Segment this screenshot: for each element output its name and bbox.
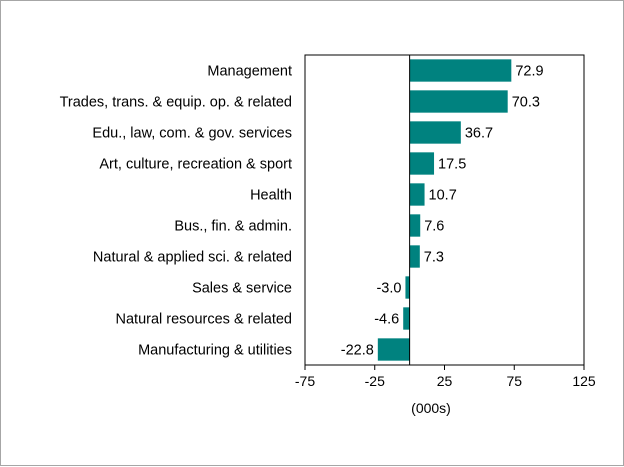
bar-management bbox=[409, 59, 512, 82]
category-label: Trades, trans. & equip. op. & related bbox=[60, 95, 292, 111]
x-axis-title: (000s) bbox=[411, 400, 451, 416]
bar-natural-applied-sci-related bbox=[409, 245, 420, 268]
bar-health bbox=[409, 183, 425, 206]
category-label: Natural resources & related bbox=[116, 312, 293, 328]
category-label: Natural & applied sci. & related bbox=[93, 250, 292, 266]
x-tick-label: 75 bbox=[506, 373, 522, 389]
x-tick-label: -75 bbox=[295, 373, 315, 389]
bar-trades-trans-equip-op-related bbox=[409, 90, 508, 113]
x-tick-label: 125 bbox=[572, 373, 596, 389]
data-label: 36.7 bbox=[465, 126, 493, 142]
data-label: 70.3 bbox=[512, 95, 540, 111]
x-tick-label: 25 bbox=[437, 373, 453, 389]
category-label: Manufacturing & utilities bbox=[138, 343, 292, 359]
data-label: -4.6 bbox=[374, 312, 399, 328]
data-label: 72.9 bbox=[515, 64, 543, 80]
bar-edu-law-com-gov-services bbox=[409, 121, 461, 144]
x-tick-label: -25 bbox=[365, 373, 385, 389]
data-label: 7.6 bbox=[424, 219, 444, 235]
bar-natural-resources-related bbox=[403, 307, 410, 330]
bar-sales-service bbox=[405, 276, 410, 299]
data-label: -22.8 bbox=[341, 343, 374, 359]
category-label: Health bbox=[250, 188, 292, 204]
category-label: Bus., fin. & admin. bbox=[174, 219, 292, 235]
data-label: 10.7 bbox=[429, 188, 457, 204]
bars-layer bbox=[377, 59, 512, 361]
labels-layer: Management 72.9 Trades, trans. & equip. op… bbox=[60, 64, 544, 359]
data-label: 7.3 bbox=[424, 250, 444, 266]
bar-bus-fin-admin bbox=[409, 214, 421, 237]
bar-art-culture-recreation-sport bbox=[409, 152, 435, 175]
category-label: Sales & service bbox=[192, 281, 292, 297]
bar-manufacturing-utilities bbox=[377, 338, 410, 361]
category-label: Edu., law, com. & gov. services bbox=[92, 126, 292, 142]
data-label: 17.5 bbox=[438, 157, 466, 173]
x-axis-ticks: -75 -25 25 75 125 bbox=[295, 365, 596, 389]
category-label: Management bbox=[207, 64, 292, 80]
category-label: Art, culture, recreation & sport bbox=[99, 157, 292, 173]
data-label: -3.0 bbox=[376, 281, 401, 297]
